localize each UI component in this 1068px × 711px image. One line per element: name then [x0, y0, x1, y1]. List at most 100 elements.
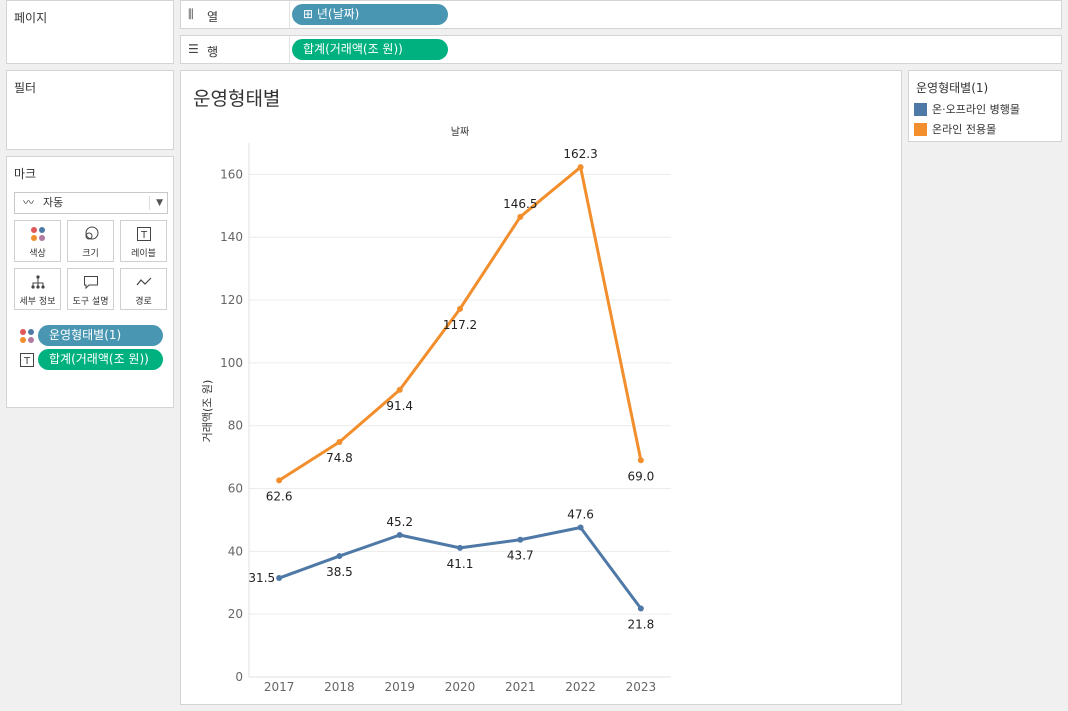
- data-point: [577, 524, 584, 531]
- data-point: [457, 544, 463, 551]
- filters-card[interactable]: 필터: [6, 70, 174, 150]
- y-tick-label: 40: [228, 544, 243, 558]
- chevron-down-icon[interactable]: ▼: [156, 198, 163, 208]
- data-point: [517, 213, 524, 220]
- data-label: 41.1: [447, 557, 474, 571]
- rows-pill[interactable]: 합계(거래액(조 원)): [292, 39, 448, 60]
- data-point: [637, 457, 644, 464]
- path-icon: [121, 274, 166, 292]
- columns-icon: ⫼: [188, 7, 194, 21]
- y-tick-label: 100: [220, 356, 243, 370]
- mark-type-dropdown[interactable]: 〰 자동 ▼: [14, 192, 168, 214]
- svg-text:T: T: [139, 230, 147, 241]
- color-pill[interactable]: 운영형태별(1): [38, 325, 163, 346]
- data-label: 162.3: [563, 147, 597, 161]
- x-tick-label: 2020: [445, 680, 476, 694]
- size-icon: [68, 226, 113, 244]
- data-label: 69.0: [627, 469, 654, 483]
- data-label: 117.2: [443, 318, 477, 332]
- legend-swatch: [914, 123, 927, 136]
- chart-title: 운영형태별: [193, 88, 281, 110]
- label-icon: T: [121, 226, 166, 244]
- pages-card: 페이지: [6, 0, 174, 64]
- path-label: 경로: [135, 297, 152, 307]
- columns-label: 열: [207, 10, 219, 24]
- rows-shelf[interactable]: ☰ 행 합계(거래액(조 원)): [180, 35, 1062, 64]
- data-point: [457, 305, 463, 312]
- legend-card: 운영형태별(1) 온·오프라인 병행몰 온라인 전용몰: [908, 70, 1062, 142]
- svg-text:T: T: [23, 356, 31, 367]
- columns-pill[interactable]: ⊞ 년(날짜): [292, 4, 448, 25]
- data-point: [637, 605, 644, 612]
- y-tick-label: 60: [228, 482, 243, 496]
- color-button[interactable]: 색상: [14, 220, 61, 262]
- marks-pill-color[interactable]: 운영형태별(1): [7, 325, 173, 347]
- rows-icon: ☰: [188, 42, 199, 56]
- line-mark-icon: 〰: [23, 196, 34, 209]
- data-point: [396, 532, 403, 539]
- detail-icon: [15, 274, 60, 292]
- y-tick-label: 20: [228, 607, 243, 621]
- y-tick-label: 0: [235, 670, 243, 684]
- marks-card: 마크 〰 자동 ▼ 색상 크기 T 레이블 세부 정보 도구 설명: [6, 156, 174, 408]
- view-card: 운영형태별 날짜 거래액(조 원) 0 20 40 60 80 100 120 140 160 2…: [180, 70, 902, 705]
- data-point: [577, 164, 584, 171]
- x-tick-label: 2019: [384, 680, 415, 694]
- x-tick-label: 2017: [264, 680, 295, 694]
- y-tick-label: 140: [220, 230, 243, 244]
- mark-type-value: 자동: [43, 196, 64, 209]
- line-chart: 날짜 거래액(조 원) 0 20 40 60 80 100 120 140 160 2017 201…: [201, 126, 671, 694]
- label-label: 레이블: [131, 249, 156, 259]
- marks-title: 마크: [14, 167, 37, 181]
- data-label: 74.8: [326, 451, 353, 465]
- size-button[interactable]: 크기: [67, 220, 114, 262]
- legend-label: 온라인 전용몰: [932, 123, 997, 136]
- filters-title: 필터: [14, 81, 37, 95]
- data-label: 38.5: [326, 565, 353, 579]
- x-tick-label: 2021: [505, 680, 536, 694]
- data-label: 21.8: [627, 618, 654, 632]
- data-label: 45.2: [386, 515, 413, 529]
- label-button[interactable]: T 레이블: [120, 220, 167, 262]
- shelf-divider: [289, 1, 290, 28]
- dropdown-divider: [149, 196, 150, 210]
- x-tick-label: 2023: [626, 680, 657, 694]
- data-point: [517, 536, 524, 543]
- pages-title: 페이지: [14, 11, 48, 25]
- rows-label: 행: [207, 45, 219, 59]
- color-icon: [19, 328, 35, 344]
- data-label: 91.4: [386, 399, 413, 413]
- tooltip-label: 도구 설명: [72, 297, 109, 307]
- data-label: 146.5: [503, 197, 537, 211]
- detail-button[interactable]: 세부 정보: [14, 268, 61, 310]
- shelf-divider: [289, 36, 290, 63]
- data-point: [276, 575, 283, 582]
- x-tick-label: 2022: [565, 680, 596, 694]
- data-point: [276, 477, 283, 484]
- detail-label: 세부 정보: [19, 297, 56, 307]
- x-header: 날짜: [451, 126, 469, 138]
- legend-swatch: [914, 103, 927, 116]
- data-point: [336, 553, 343, 560]
- legend-title: 운영형태별(1): [916, 81, 989, 95]
- tooltip-button[interactable]: 도구 설명: [67, 268, 114, 310]
- label-icon: T: [19, 352, 35, 368]
- data-label: 47.6: [567, 507, 594, 521]
- marks-pill-label[interactable]: T 합계(거래액(조 원)): [7, 349, 173, 371]
- size-label: 크기: [82, 249, 99, 259]
- label-pill[interactable]: 합계(거래액(조 원)): [38, 349, 163, 370]
- legend-label: 온·오프라인 병행몰: [932, 103, 1020, 116]
- data-label: 43.7: [507, 549, 534, 563]
- color-icon: [15, 226, 60, 244]
- data-label: 31.5: [248, 571, 275, 585]
- y-axis-label: 거래액(조 원): [201, 380, 214, 443]
- y-tick-label: 80: [228, 419, 243, 433]
- path-button[interactable]: 경로: [120, 268, 167, 310]
- tooltip-icon: [68, 274, 113, 292]
- color-label: 색상: [29, 249, 46, 259]
- columns-shelf[interactable]: ⫼ 열 ⊞ 년(날짜): [180, 0, 1062, 29]
- x-tick-label: 2018: [324, 680, 355, 694]
- data-point: [336, 439, 343, 446]
- y-tick-label: 120: [220, 293, 243, 307]
- data-label: 62.6: [266, 489, 293, 503]
